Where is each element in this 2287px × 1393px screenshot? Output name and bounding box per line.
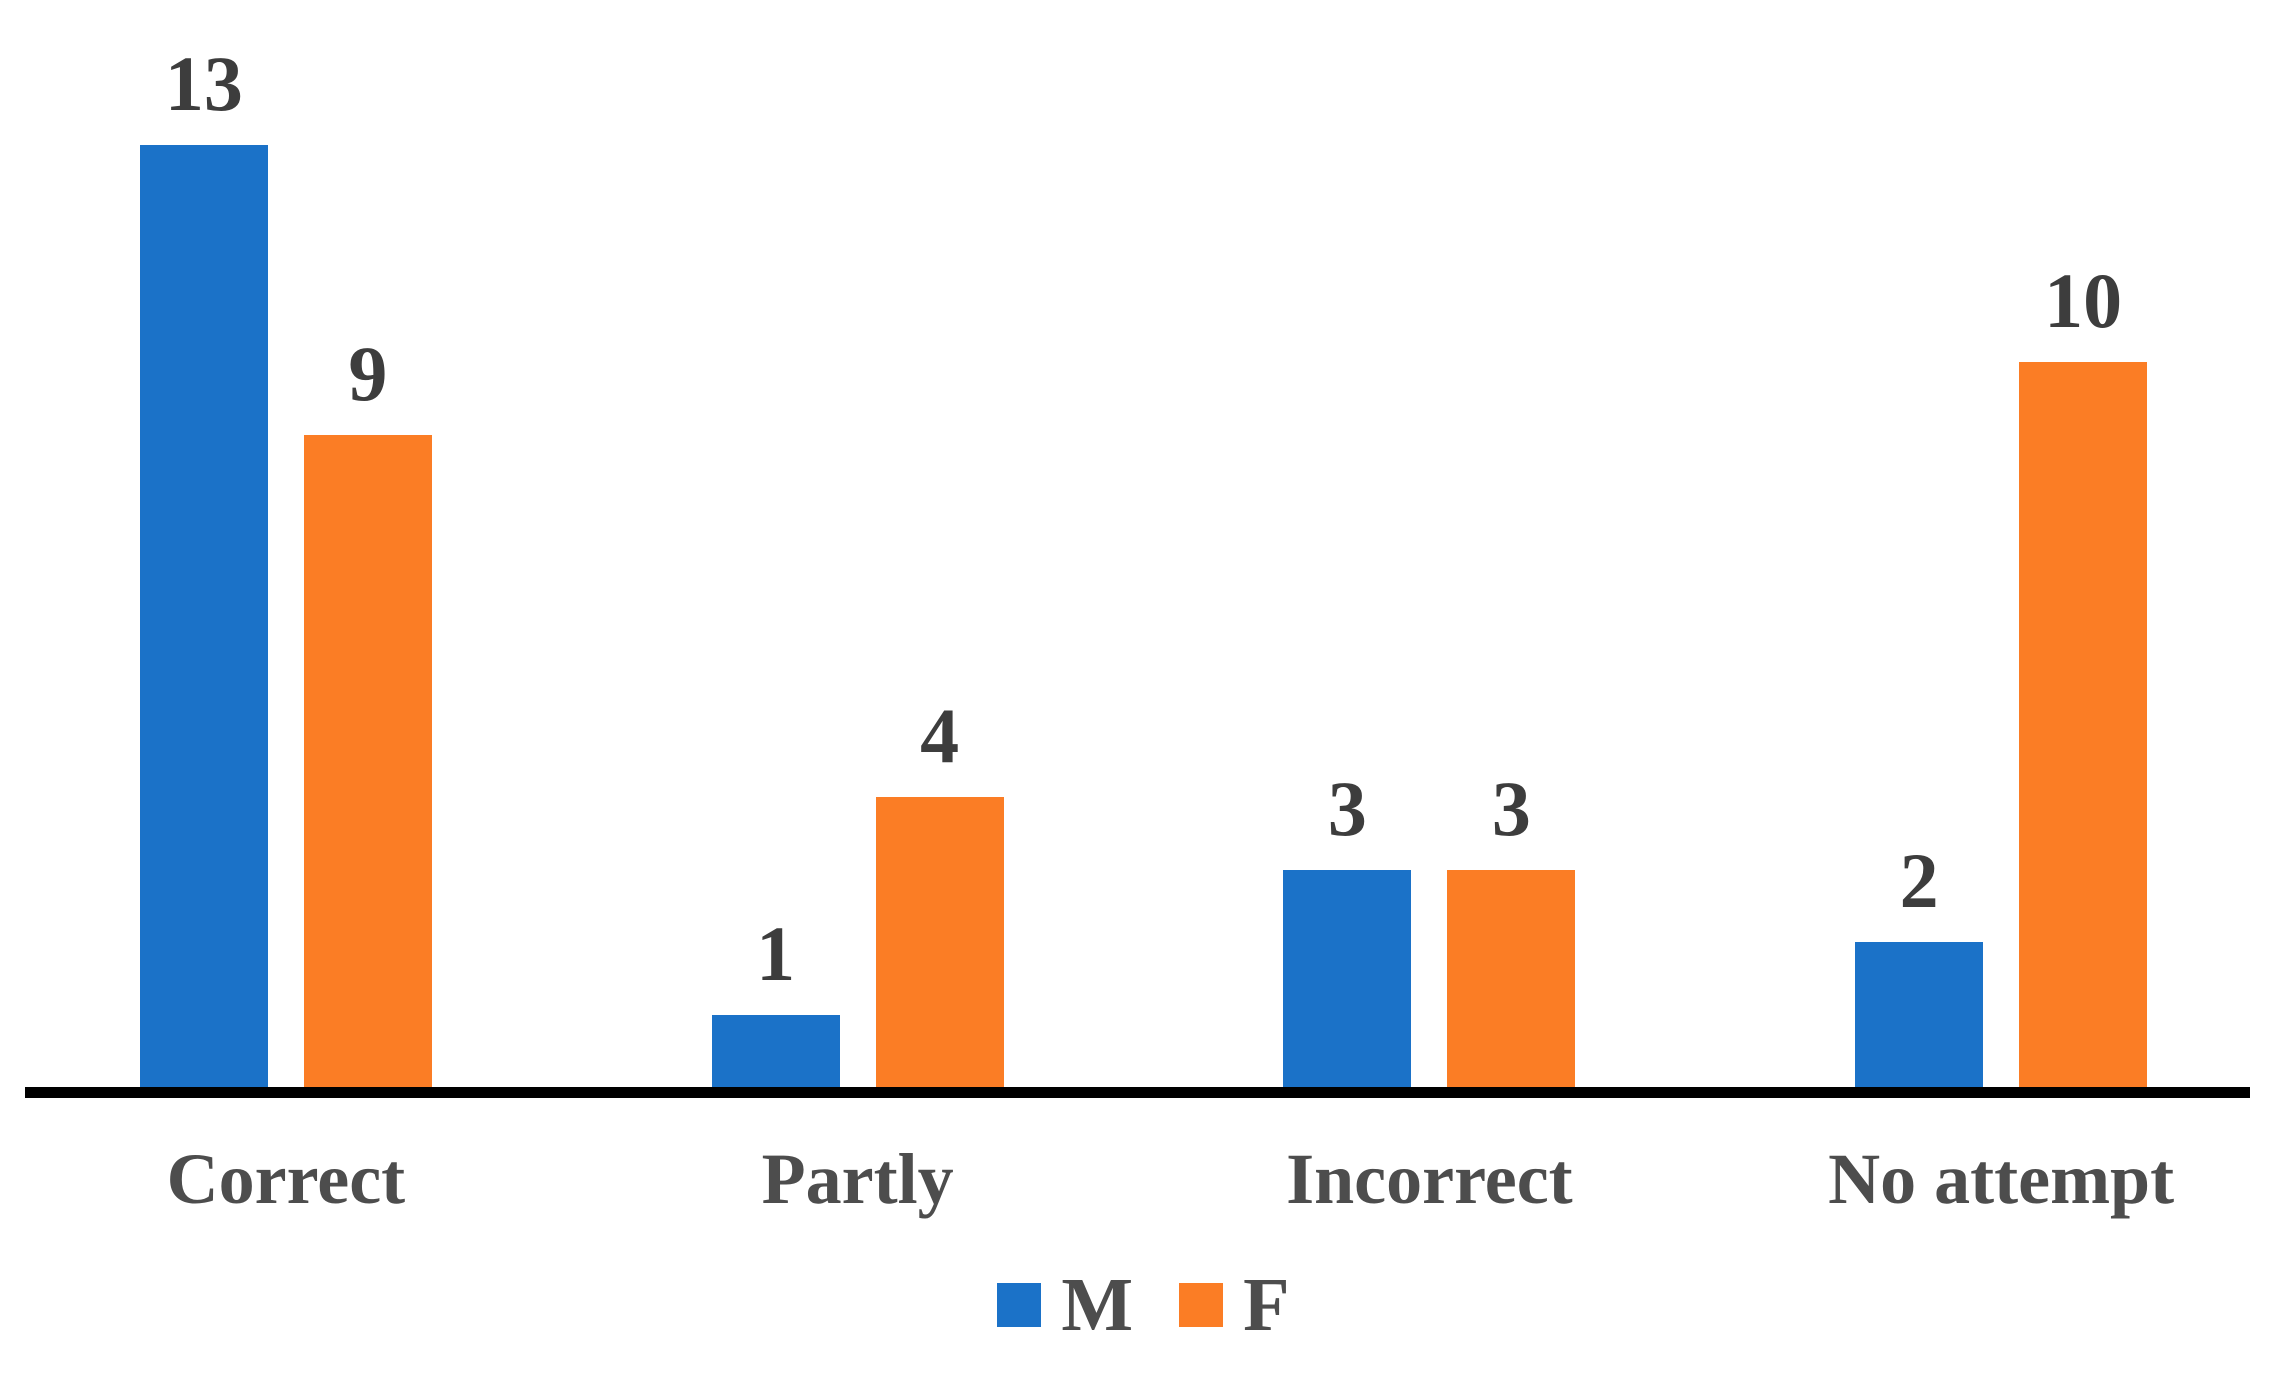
value-label-m-no-attempt: 2 — [1899, 837, 1939, 924]
bar-f-partly — [875, 797, 1004, 1087]
bar-group-correct: 13 9 — [139, 39, 432, 1087]
category-label-incorrect: Incorrect — [1286, 1139, 1573, 1219]
bar-m-partly — [711, 1014, 840, 1087]
bar-group-no-attempt: 2 10 — [1855, 257, 2148, 1087]
bar-f-incorrect — [1447, 869, 1576, 1087]
bar-wrap-f-incorrect: 3 — [1447, 764, 1576, 1087]
legend-entry-f: F — [1179, 1263, 1290, 1348]
bar-wrap-f-no-attempt: 10 — [2019, 257, 2148, 1087]
value-label-f-correct: 9 — [348, 329, 388, 417]
category-label-partly: Partly — [761, 1139, 954, 1219]
legend-label-f: F — [1243, 1263, 1290, 1348]
bar-f-correct — [303, 434, 432, 1087]
legend-label-m: M — [1061, 1263, 1134, 1348]
legend-entry-m: M — [997, 1267, 1133, 1343]
bar-wrap-m-no-attempt: 2 — [1855, 837, 1984, 1087]
bar-m-no-attempt — [1855, 942, 1984, 1087]
bar-f-no-attempt — [2019, 362, 2148, 1087]
bar-m-incorrect — [1283, 869, 1412, 1087]
value-label-f-no-attempt: 10 — [2044, 257, 2123, 344]
value-label-m-partly: 1 — [756, 909, 796, 997]
bar-wrap-m-incorrect: 3 — [1283, 764, 1412, 1087]
category-label-correct: Correct — [166, 1139, 406, 1219]
legend-swatch-f — [1179, 1283, 1224, 1328]
category-labels: Correct Partly Incorrect No attempt — [0, 1098, 2287, 1219]
value-label-m-incorrect: 3 — [1327, 764, 1367, 852]
bar-wrap-m-partly: 1 — [711, 909, 840, 1087]
value-label-f-partly: 4 — [920, 692, 960, 779]
bar-wrap-f-partly: 4 — [875, 692, 1004, 1087]
x-axis-line — [25, 1087, 2250, 1098]
plot-area: 13 9 1 4 3 3 2 10 — [139, 39, 2148, 1087]
category-label-no-attempt: No attempt — [1828, 1139, 2175, 1219]
value-label-m-correct: 13 — [164, 39, 243, 127]
value-label-f-incorrect: 3 — [1491, 764, 1531, 852]
legend-swatch-m — [997, 1283, 1042, 1328]
bar-wrap-m-correct: 13 — [139, 39, 268, 1087]
bar-wrap-f-correct: 9 — [303, 329, 432, 1087]
bar-m-correct — [139, 144, 268, 1087]
